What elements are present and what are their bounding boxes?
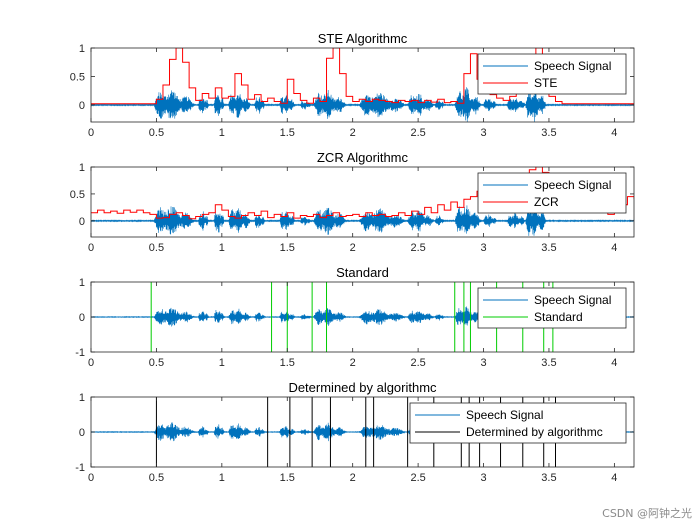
subplot-1: 0 0.5 1 1.5 2 2.5 3 3.5 4 0 0.5 1 STE Algorithmc Spee…	[70, 31, 635, 139]
y-tick-label: 0	[79, 100, 85, 112]
x-tick-label: 2	[350, 357, 356, 369]
subplot-title: STE Algorithmc	[318, 31, 408, 46]
x-tick-label: 3.5	[541, 127, 556, 139]
series-zcr	[91, 167, 634, 220]
x-tick-label: 2.5	[410, 242, 425, 254]
legend-box	[477, 53, 627, 95]
y-tick-label: 1	[79, 162, 85, 174]
x-tick-label: 0	[88, 242, 94, 254]
y-tick-label: 0	[79, 312, 85, 324]
subplot-title: Determined by algorithmc	[288, 380, 437, 395]
legend-box	[409, 402, 627, 444]
x-tick-label: 0	[88, 357, 94, 369]
y-tick-label: 1	[79, 277, 85, 289]
x-tick-label: 0.5	[149, 242, 164, 254]
x-tick-label: 4	[611, 127, 617, 139]
y-tick-label: 0	[79, 216, 85, 228]
x-tick-label: 4	[611, 242, 617, 254]
legend-label: Speech Signal	[466, 408, 543, 422]
x-tick-label: 0.5	[149, 357, 164, 369]
x-tick-label: 3	[480, 242, 486, 254]
x-tick-label: 3.5	[541, 357, 556, 369]
x-tick-label: 1.5	[280, 357, 295, 369]
legend-label: ZCR	[534, 195, 559, 209]
x-tick-label: 3	[480, 357, 486, 369]
y-tick-label: -1	[75, 347, 85, 359]
subplot-2: 0 0.5 1 1.5 2 2.5 3 3.5 4 0 0.5 1 ZCR Algorithmc Spee…	[70, 150, 635, 254]
x-tick-label: 1	[219, 242, 225, 254]
legend-label: Standard	[534, 310, 583, 324]
y-tick-label: -1	[75, 462, 85, 474]
x-tick-label: 1.5	[280, 127, 295, 139]
y-tick-label: 0.5	[70, 71, 85, 83]
x-tick-label: 0.5	[149, 472, 164, 484]
y-tick-label: 0	[79, 427, 85, 439]
x-tick-label: 2.5	[410, 472, 425, 484]
legend-label: STE	[534, 76, 557, 90]
legend-label: Speech Signal	[534, 59, 611, 73]
x-tick-label: 3	[480, 127, 486, 139]
axes-box	[90, 47, 635, 123]
legend-box	[477, 172, 627, 214]
y-tick-label: 0.5	[70, 189, 85, 201]
x-tick-label: 0.5	[149, 127, 164, 139]
subplot-title: Standard	[336, 265, 389, 280]
legend: Speech Signal Determined by algorithmc	[409, 402, 627, 444]
x-tick-label: 2	[350, 472, 356, 484]
x-tick-label: 4	[611, 472, 617, 484]
x-tick-label: 4	[611, 357, 617, 369]
legend-label: Speech Signal	[534, 293, 611, 307]
legend: Speech Signal ZCR	[477, 172, 627, 214]
x-tick-label: 3.5	[541, 242, 556, 254]
legend-box	[477, 287, 627, 329]
x-tick-label: 0	[88, 127, 94, 139]
x-tick-label: 3	[480, 472, 486, 484]
legend: Speech Signal STE	[477, 53, 627, 95]
plot-area	[91, 167, 634, 236]
x-tick-label: 3.5	[541, 472, 556, 484]
x-tick-label: 2.5	[410, 127, 425, 139]
subplot-title: ZCR Algorithmc	[317, 150, 409, 165]
legend-label: Speech Signal	[534, 178, 611, 192]
x-tick-label: 2	[350, 242, 356, 254]
x-tick-label: 1	[219, 357, 225, 369]
legend: Speech Signal Standard	[477, 287, 627, 329]
x-tick-label: 2.5	[410, 357, 425, 369]
x-tick-label: 1.5	[280, 472, 295, 484]
plot-area	[91, 48, 634, 122]
x-tick-label: 1.5	[280, 242, 295, 254]
y-tick-label: 1	[79, 43, 85, 55]
watermark: CSDN @阿钟之光	[602, 507, 692, 520]
x-tick-label: 2	[350, 127, 356, 139]
axes-box	[90, 166, 635, 238]
legend-label: Determined by algorithmc	[466, 425, 603, 439]
x-tick-label: 1	[219, 127, 225, 139]
x-tick-label: 1	[219, 472, 225, 484]
y-tick-label: 1	[79, 392, 85, 404]
series-ste	[91, 48, 634, 105]
series-speech-signal	[91, 203, 634, 236]
series-speech-signal	[91, 87, 634, 122]
x-tick-label: 0	[88, 472, 94, 484]
